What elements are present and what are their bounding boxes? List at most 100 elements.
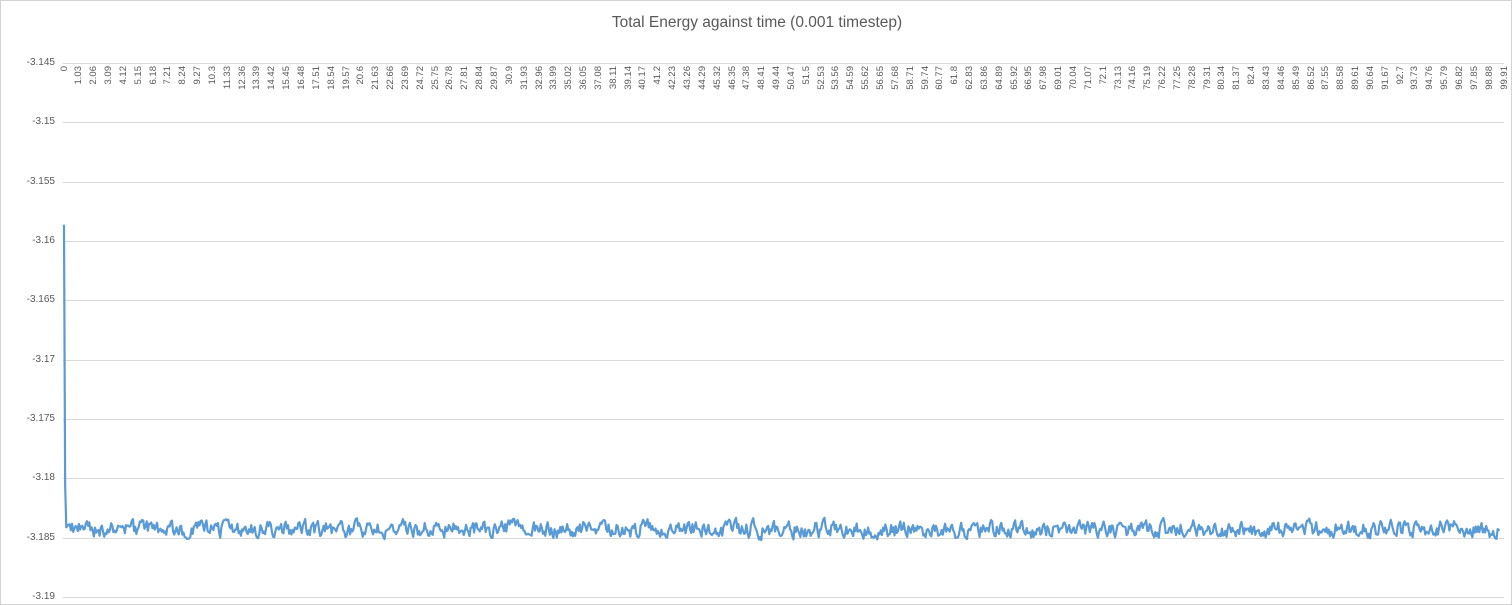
x-tick-label: 23.69: [399, 66, 411, 90]
x-tick-label: 13.39: [251, 66, 263, 90]
x-tick-label: 17.51: [310, 66, 322, 90]
x-tick-label: 33.99: [548, 66, 560, 90]
x-tick-label: 72.1: [1097, 66, 1109, 85]
y-tick-label: -3.18: [32, 472, 55, 484]
x-tick-label: 55.62: [860, 66, 872, 90]
x-tick-label: 11.33: [221, 66, 233, 90]
x-tick-label: 43.26: [682, 66, 693, 90]
x-tick-label: 15.45: [281, 66, 293, 90]
x-tick-label: 66.95: [1023, 66, 1035, 90]
x-tick-label: 42.23: [667, 66, 679, 90]
y-tick-label: -3.17: [32, 353, 55, 365]
x-tick-label: 78.28: [1186, 66, 1198, 90]
x-tick-label: 29.87: [489, 66, 500, 90]
x-tick-label: 80.34: [1216, 66, 1228, 90]
x-tick-label: 6.18: [147, 66, 159, 85]
x-tick-label: 3.09: [103, 66, 115, 85]
x-tick-label: 58.71: [904, 66, 916, 90]
x-tick-label: 39.14: [622, 66, 634, 90]
x-tick-label: 45.32: [711, 66, 723, 90]
x-tick-label: 70.04: [1067, 66, 1079, 90]
x-tick-label: 97.85: [1468, 66, 1480, 90]
x-tick-label: 79.31: [1201, 66, 1213, 90]
x-tick-label: 48.41: [756, 66, 768, 90]
x-tick-label: 71.07: [1082, 66, 1094, 90]
x-tick-label: 21.63: [370, 66, 382, 90]
y-tick-label: -3.155: [26, 175, 55, 187]
x-tick-label: 77.25: [1171, 66, 1183, 90]
energy-line-series: [62, 224, 1500, 542]
x-tick-label: 74.16: [1127, 66, 1139, 90]
x-tick-label: 53.56: [830, 66, 842, 90]
x-tick-label: 62.83: [964, 66, 976, 90]
x-tick-label: 35.02: [563, 66, 575, 90]
x-tick-label: 85.49: [1290, 66, 1302, 90]
x-tick-label: 16.48: [296, 66, 308, 90]
x-tick-label: 64.89: [993, 66, 1005, 90]
x-tick-label: 75.19: [1142, 66, 1154, 90]
x-tick-label: 46.35: [726, 66, 738, 90]
y-tick-label: -3.15: [32, 116, 55, 128]
x-tick-label: 56.65: [874, 66, 886, 90]
x-tick-label: 49.44: [771, 66, 783, 90]
x-tick-label: 25.75: [429, 66, 441, 90]
x-tick-label: 96.82: [1453, 66, 1465, 90]
x-tick-label: 7.21: [162, 66, 174, 85]
x-tick-label: 8.24: [177, 66, 189, 85]
x-tick-label: 82.4: [1246, 66, 1258, 85]
x-tick-label: 20.6: [355, 66, 367, 85]
x-tick-label: 30.9: [503, 66, 515, 85]
x-tick-label: 24.72: [414, 66, 426, 90]
x-tick-label: 94.76: [1424, 66, 1436, 90]
x-tick-label: 44.29: [696, 66, 708, 90]
x-tick-label: 28.84: [474, 66, 486, 90]
x-tick-label: 37.08: [592, 66, 604, 90]
x-tick-label: 88.58: [1335, 66, 1347, 90]
x-tick-label: 0: [58, 66, 70, 72]
x-tick-label: 63.86: [978, 66, 990, 90]
x-tick-label: 54.59: [845, 66, 857, 90]
y-tick-label: -3.165: [26, 294, 55, 306]
x-tick-label: 69.01: [1053, 66, 1065, 90]
x-tick-label: 61.8: [949, 66, 961, 85]
x-tick-label: 87.55: [1320, 66, 1332, 90]
x-tick-label: 93.73: [1409, 66, 1421, 90]
x-tick-label: 52.53: [815, 66, 827, 90]
x-tick-label: 99.91: [1498, 66, 1510, 90]
x-tick-label: 2.06: [88, 66, 100, 85]
x-tick-label: 18.54: [325, 66, 337, 90]
x-tick-label: 22.66: [385, 66, 397, 90]
x-tick-label: 89.61: [1350, 66, 1362, 90]
x-tick-label: 12.36: [236, 66, 248, 90]
x-tick-label: 65.92: [1008, 66, 1020, 90]
y-tick-label: -3.145: [26, 57, 55, 68]
y-tick-label: -3.175: [26, 413, 55, 424]
x-tick-label: 98.88: [1483, 66, 1495, 90]
x-tick-label: 76.22: [1157, 66, 1169, 90]
x-tick-label: 14.42: [266, 66, 278, 90]
x-tick-label: 40.17: [637, 66, 649, 90]
x-tick-label: 41.2: [652, 66, 664, 85]
x-tick-label: 47.38: [741, 66, 753, 90]
x-tick-label: 59.74: [919, 66, 931, 90]
x-tick-label: 27.81: [459, 66, 471, 90]
x-tick-label: 36.05: [578, 66, 590, 90]
x-tick-label: 67.98: [1038, 66, 1050, 90]
x-tick-label: 60.77: [934, 66, 946, 90]
x-tick-label: 50.47: [785, 66, 797, 90]
x-tick-label: 51.5: [800, 66, 812, 85]
gridlines: [63, 63, 1504, 598]
x-tick-label: 5.15: [132, 66, 144, 85]
x-tick-label: 26.78: [444, 66, 456, 90]
x-tick-label: 32.96: [533, 66, 545, 90]
x-tick-label: 95.79: [1439, 66, 1451, 90]
x-tick-label: 19.57: [340, 66, 352, 90]
x-tick-label: 86.52: [1305, 66, 1317, 90]
x-tick-label: 81.37: [1231, 66, 1243, 90]
y-tick-label: -3.16: [32, 235, 55, 246]
y-tick-label: -3.185: [26, 531, 55, 543]
x-tick-label: 84.46: [1275, 66, 1287, 90]
x-tick-label: 73.13: [1112, 66, 1124, 90]
